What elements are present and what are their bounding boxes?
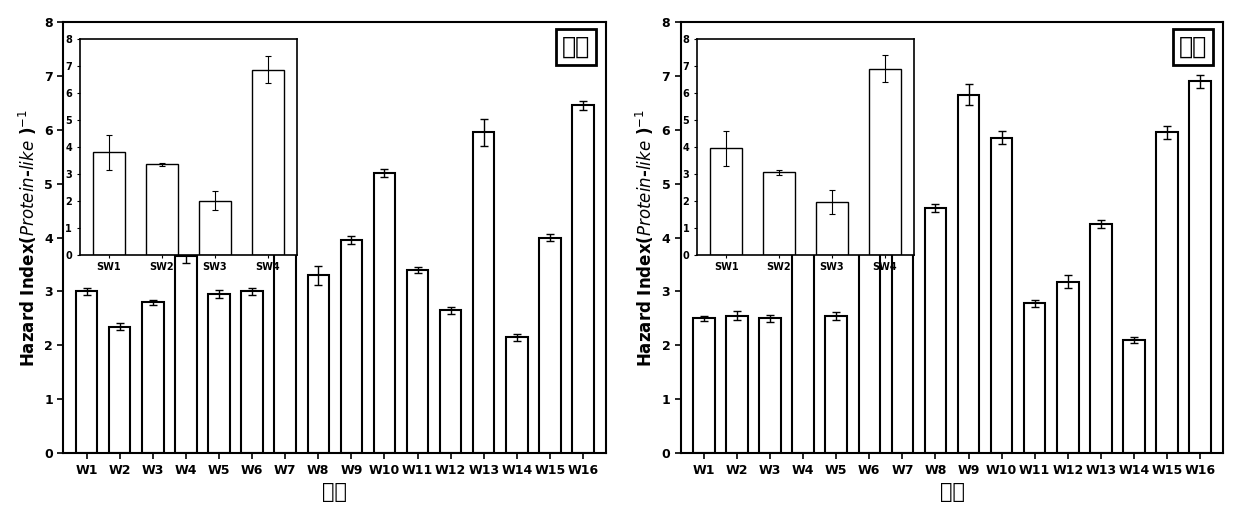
Bar xyxy=(892,213,913,454)
Y-axis label: Hazard Index($\it{Protein}$-$\it{like}$ )$^{-1}$: Hazard Index($\it{Protein}$-$\it{like}$ … xyxy=(634,108,656,366)
Bar xyxy=(373,173,396,454)
Bar xyxy=(1090,224,1112,454)
Bar xyxy=(991,138,1012,454)
Bar xyxy=(407,270,428,454)
Bar xyxy=(727,316,748,454)
Bar xyxy=(76,292,98,454)
X-axis label: 样点: 样点 xyxy=(940,482,965,502)
Bar xyxy=(925,208,946,454)
Bar xyxy=(693,319,714,454)
Bar xyxy=(208,294,229,454)
Bar xyxy=(792,197,813,454)
Bar xyxy=(472,132,495,454)
Bar xyxy=(759,319,781,454)
Bar xyxy=(109,326,130,454)
Bar xyxy=(957,94,980,454)
Bar xyxy=(341,240,362,454)
Text: 愁季: 愁季 xyxy=(1179,35,1207,59)
Bar xyxy=(175,256,197,454)
Bar xyxy=(242,292,263,454)
Bar xyxy=(1123,340,1145,454)
Bar xyxy=(539,238,560,454)
Bar xyxy=(1189,81,1211,454)
Bar xyxy=(1024,303,1045,454)
Bar xyxy=(274,238,296,454)
Bar xyxy=(143,302,164,454)
Bar xyxy=(858,211,880,454)
X-axis label: 样点: 样点 xyxy=(322,482,347,502)
Bar xyxy=(440,310,461,454)
Text: 雨季: 雨季 xyxy=(562,35,590,59)
Bar xyxy=(506,337,527,454)
Bar xyxy=(1157,132,1178,454)
Y-axis label: Hazard Index($\it{Protein}$-$\it{like}$ )$^{-1}$: Hazard Index($\it{Protein}$-$\it{like}$ … xyxy=(16,108,38,366)
Bar xyxy=(308,275,329,454)
Bar xyxy=(826,316,847,454)
Bar xyxy=(1056,282,1079,454)
Bar xyxy=(572,105,594,454)
